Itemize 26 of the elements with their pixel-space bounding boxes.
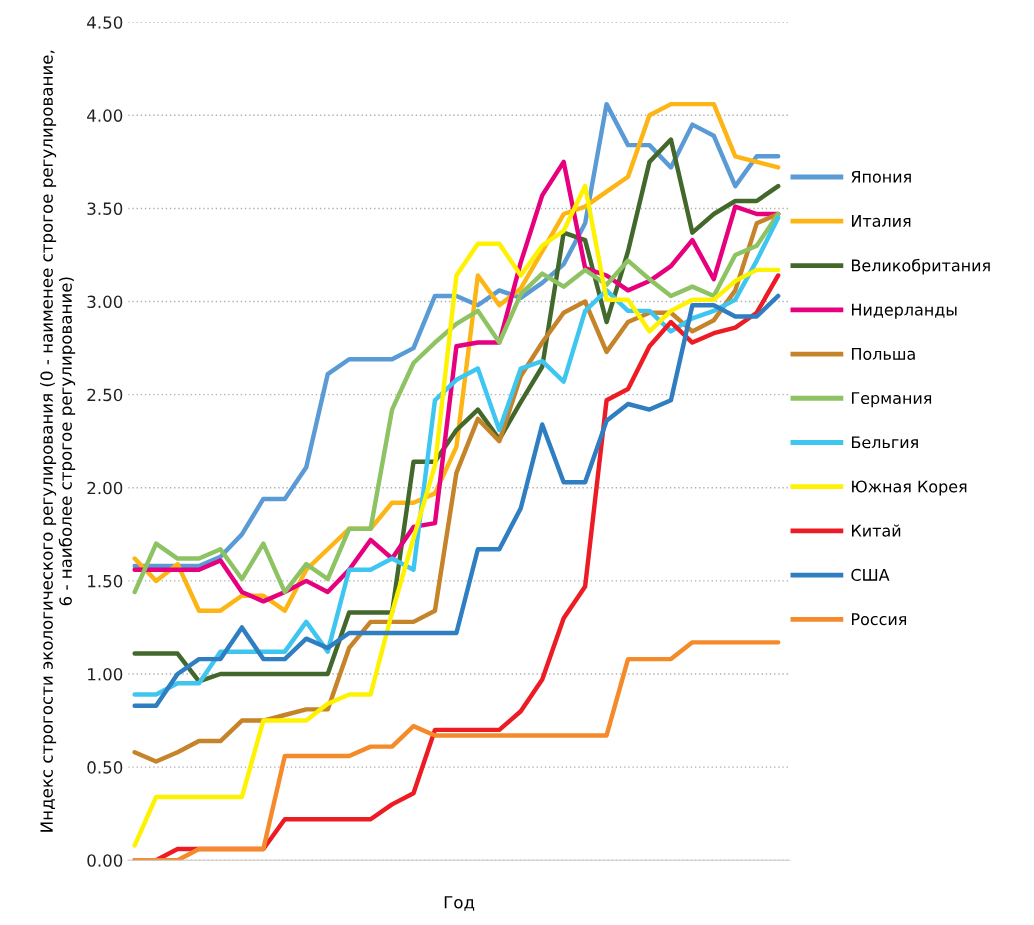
legend-label: Великобритания: [852, 258, 990, 275]
legend-label: Китай: [852, 524, 901, 537]
legend-label: Россия: [852, 613, 907, 626]
y-tick-label: 2.00: [87, 481, 123, 495]
line-series: [132, 640, 781, 861]
y-tick-label: 4.00: [87, 109, 123, 122]
y-tick-label: 3.50: [87, 202, 123, 215]
y-tick-label: 1.50: [88, 574, 123, 588]
y-tick-label: 1.00: [88, 667, 123, 681]
y-tick-label: 3.00: [87, 295, 123, 309]
legend-label: США: [851, 568, 890, 581]
legend-label: Италия: [852, 215, 911, 227]
x-axis-title: Год: [444, 896, 475, 911]
legend-label: Япония: [851, 170, 911, 183]
y-tick-label: 2.50: [87, 388, 123, 402]
legend-label: Южная Корея: [852, 480, 967, 496]
line-series: [132, 293, 781, 708]
y-axis-title: Индекс строгости экологического регулирования (0 - наименее строгое регулирование, 6 - наиболее строгое регулирование): [40, 50, 76, 832]
y-tick-label: 0.50: [87, 761, 123, 774]
line-series: [132, 183, 781, 848]
y-tick-label: 4.50: [87, 16, 123, 29]
legend-label: Польша: [852, 348, 915, 360]
y-tick-label: 0.00: [87, 854, 123, 867]
legend-label: Бельгия: [852, 436, 918, 449]
legend-label: Нидерланды: [852, 303, 957, 319]
legend-label: Германия: [852, 392, 932, 408]
